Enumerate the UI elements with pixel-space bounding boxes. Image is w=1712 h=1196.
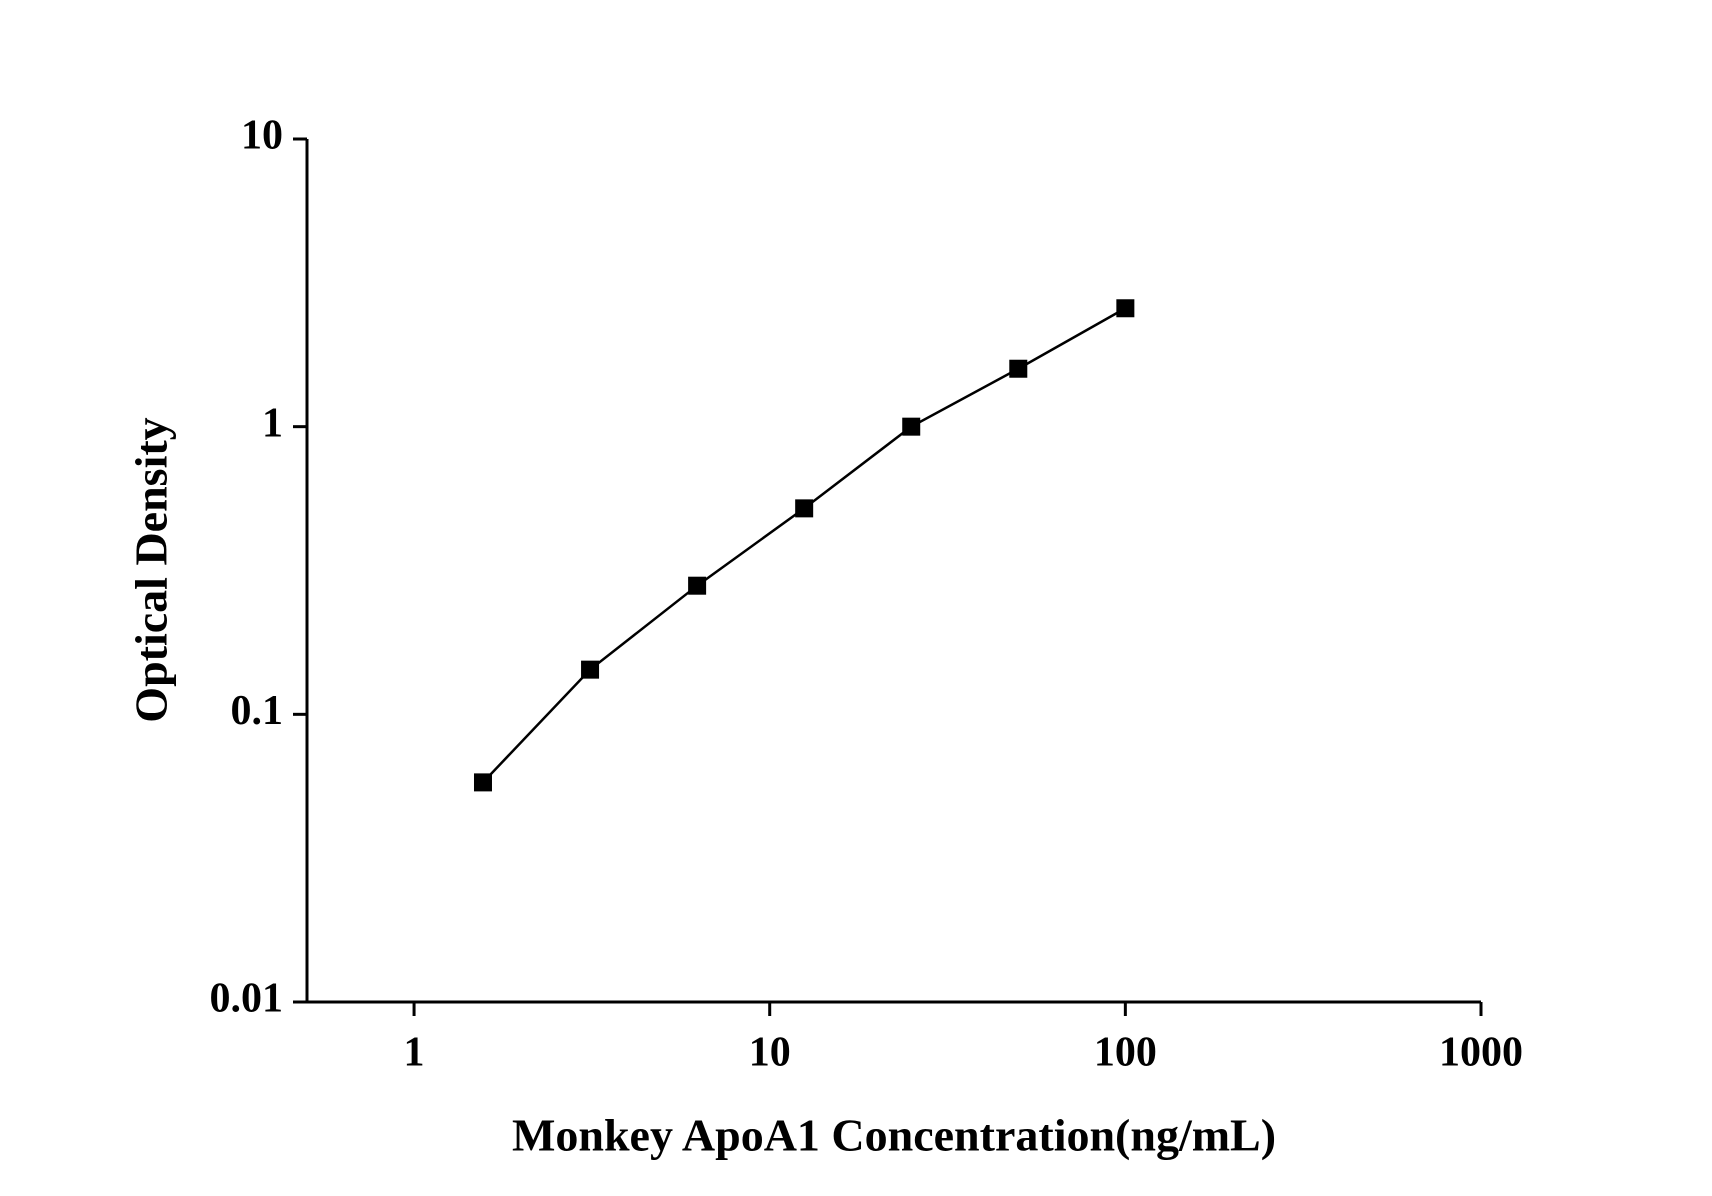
y-tick-label: 1 [262, 400, 283, 446]
y-tick-label: 10 [241, 113, 283, 159]
data-point [581, 660, 600, 679]
data-line [482, 307, 1126, 784]
y-tick-label: 0.1 [231, 688, 284, 734]
data-point [902, 417, 921, 436]
x-tick-label: 10 [749, 1030, 791, 1076]
data-point [688, 576, 707, 595]
y-tick-label: 0.01 [210, 976, 284, 1022]
data-point [795, 499, 814, 518]
y-axis-title: Optical Density [126, 417, 177, 722]
x-axis-title: Monkey ApoA1 Concentration(ng/mL) [512, 1110, 1276, 1161]
x-tick-label: 1 [404, 1030, 425, 1076]
data-point [1116, 299, 1135, 318]
x-tick-label: 100 [1094, 1030, 1157, 1076]
x-tick-label: 1000 [1439, 1030, 1523, 1076]
data-point [473, 773, 492, 792]
data-point [1009, 359, 1028, 378]
